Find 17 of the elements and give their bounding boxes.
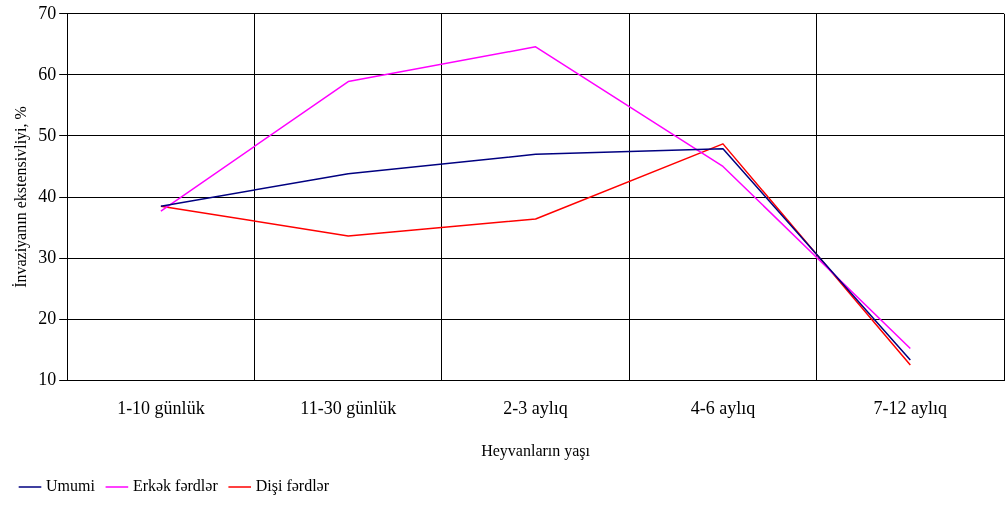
legend-label: Umumi — [46, 477, 96, 495]
x-tick-label: 1-10 günlük — [117, 397, 205, 418]
x-axis-title: Heyvanların yaşı — [481, 441, 591, 460]
x-tick-label: 11-30 günlük — [300, 397, 397, 418]
y-tick-label: 10 — [38, 368, 57, 389]
x-tick-label: 2-3 aylıq — [503, 397, 568, 418]
legend-label: Erkək fərdlər — [132, 477, 219, 495]
y-tick-label: 40 — [38, 185, 57, 206]
x-tick-label: 4-6 aylıq — [690, 397, 756, 418]
y-tick-label: 70 — [38, 2, 57, 23]
y-tick-label: 30 — [38, 246, 57, 267]
legend-label: Dişi fərdlər — [255, 477, 330, 496]
y-tick-label: 20 — [38, 307, 57, 328]
y-tick-label: 60 — [38, 63, 57, 84]
y-axis-title: İnvaziyanın ekstensivliyi, % — [11, 106, 30, 288]
y-tick-label: 50 — [38, 124, 57, 145]
x-tick-label: 7-12 aylıq — [873, 397, 948, 418]
